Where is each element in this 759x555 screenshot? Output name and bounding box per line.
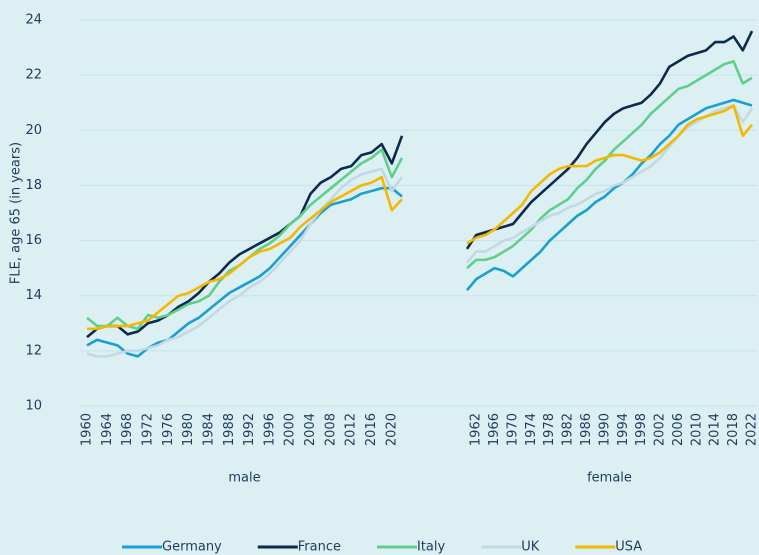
series-line — [466, 98, 753, 292]
x-tick-label: 1974 — [524, 413, 539, 446]
x-tick-label: 1972 — [140, 413, 155, 446]
x-tick-label: 2020 — [384, 413, 399, 446]
x-tick-label: 1990 — [597, 413, 612, 446]
x-tick-label: 2022 — [745, 413, 759, 446]
x-tick-label: 1992 — [242, 413, 257, 446]
series-line — [465, 30, 754, 250]
legend-label: UK — [521, 540, 540, 555]
x-tick-label: 2010 — [689, 413, 704, 446]
legend-label: France — [298, 540, 341, 555]
x-tick-label: 1988 — [222, 413, 237, 446]
x-tick-label: 1994 — [616, 413, 631, 446]
x-tick-label: 2008 — [323, 413, 338, 446]
x-tick-label: 1984 — [201, 413, 216, 446]
x-axis-label: male — [228, 471, 260, 486]
x-tick-label: 1998 — [634, 413, 649, 446]
x-tick-label: 2016 — [364, 413, 379, 446]
x-tick-label: 1982 — [561, 413, 576, 446]
x-tick-label: 2012 — [344, 413, 359, 446]
series-line — [86, 148, 404, 331]
x-tick-label: 1980 — [181, 413, 196, 446]
x-tick-label: 1976 — [161, 413, 176, 446]
x-tick-label: 2004 — [303, 413, 318, 446]
y-tick-label: 14 — [25, 288, 42, 303]
x-tick-label: 1968 — [120, 413, 135, 446]
y-tick-label: 10 — [25, 399, 42, 414]
x-tick-label: 1964 — [100, 413, 115, 446]
y-axis-label: FLE, age 65 (in years) — [9, 142, 24, 284]
y-tick-label: 16 — [25, 233, 42, 248]
x-axis-label: female — [587, 471, 632, 486]
x-tick-label: 2002 — [653, 413, 668, 446]
legend-label: Italy — [417, 540, 446, 555]
x-tick-label: 1962 — [469, 413, 484, 446]
x-tick-label: 1970 — [505, 413, 520, 446]
y-tick-label: 24 — [25, 13, 42, 28]
x-tick-label: 2000 — [283, 413, 298, 446]
legend-label: Germany — [162, 540, 222, 555]
x-tick-label: 2018 — [726, 413, 741, 446]
series-line — [466, 104, 754, 264]
x-tick-label: 2006 — [671, 413, 686, 446]
x-tick-label: 1986 — [579, 413, 594, 446]
x-tick-label: 1966 — [487, 413, 502, 446]
series-line — [466, 104, 753, 245]
series-line — [86, 186, 403, 358]
series-line — [87, 175, 403, 331]
y-tick-label: 20 — [25, 123, 42, 138]
series-line — [86, 167, 404, 358]
y-tick-label: 12 — [25, 343, 42, 358]
x-tick-label: 1960 — [80, 413, 95, 446]
x-tick-label: 1978 — [542, 413, 557, 446]
series-line — [86, 135, 404, 339]
y-tick-label: 22 — [25, 68, 42, 83]
legend-label: USA — [615, 540, 642, 555]
x-tick-label: 1996 — [262, 413, 277, 446]
series-line — [466, 60, 753, 270]
y-tick-label: 18 — [25, 178, 42, 193]
x-tick-label: 2014 — [708, 413, 723, 446]
